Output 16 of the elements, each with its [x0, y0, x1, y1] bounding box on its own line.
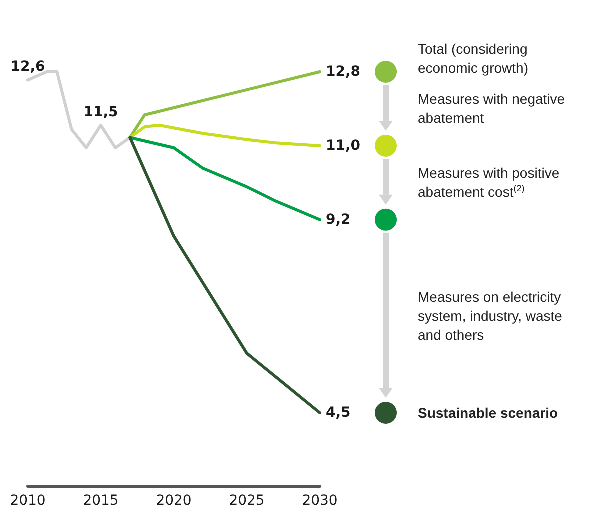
text: Measures on electricity system, industry, waste and others [418, 288, 564, 345]
data-label: 4,5 [326, 405, 351, 421]
text: Measures with positive abatement cost$^{(2)}$ [418, 164, 561, 202]
legend-label: Sustainable scenario [418, 404, 560, 422]
data-label: 11,5 [84, 104, 118, 120]
x-tick-label: 2020 [156, 493, 192, 509]
text: Measures with negative abatement [418, 90, 566, 128]
text: Total (considering economic growth) [418, 40, 530, 78]
x-tick-label: 2015 [83, 493, 119, 509]
x-tick-label: 2010 [10, 493, 46, 509]
data-label: 12,6 [10, 59, 46, 76]
x-tick-label: 2025 [229, 493, 265, 509]
data-label: 9,2 [326, 212, 351, 228]
data-label: 12,8 [326, 64, 361, 80]
x-tick-label: 2030 [302, 493, 338, 509]
data-label: 11,0 [326, 138, 361, 154]
